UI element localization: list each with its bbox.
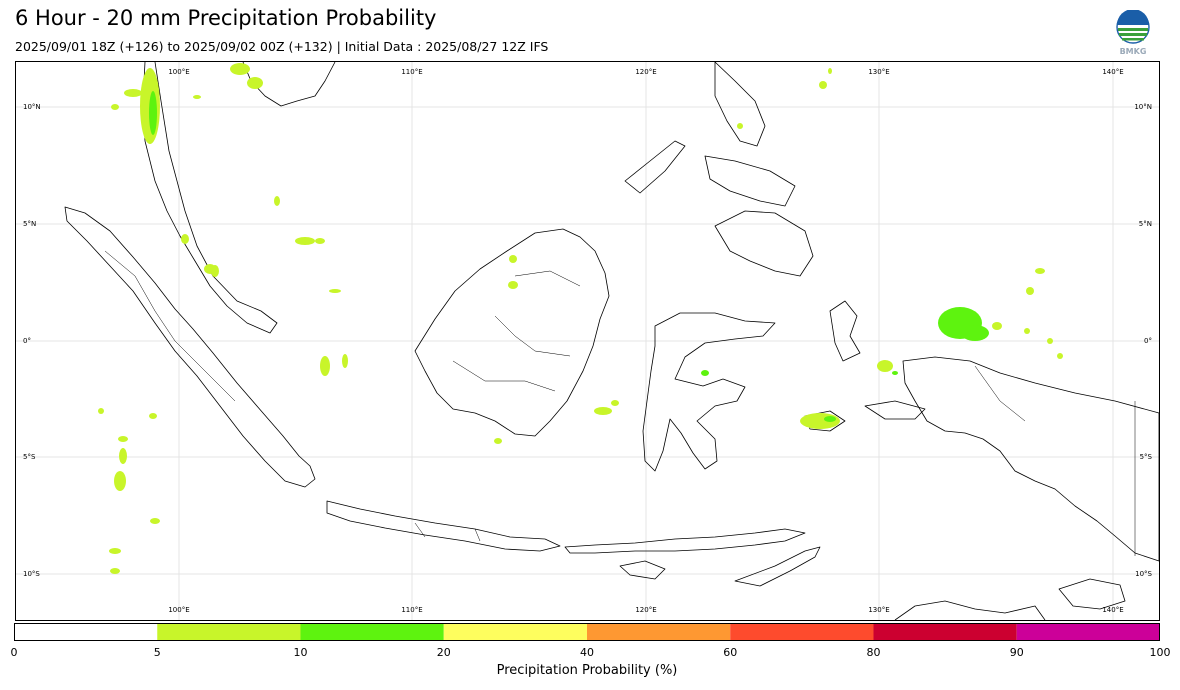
colorbar-tick-label: 40	[580, 646, 594, 659]
colorbar-bin	[587, 623, 731, 641]
lat-label: 5°N	[23, 220, 36, 228]
lon-label: 100°E	[168, 606, 189, 614]
lat-label: 0°	[1144, 337, 1152, 345]
lon-label: 110°E	[401, 68, 422, 76]
colorbar-border	[14, 623, 1160, 641]
colorbar-bin	[157, 623, 301, 641]
coastlines	[64, 61, 1160, 621]
bmkg-logo-icon: BMKG	[1116, 10, 1150, 56]
colorbar-bin	[14, 623, 158, 641]
colorbar-tick-label: 5	[153, 646, 161, 659]
malay-coast	[142, 61, 278, 334]
new-guinea-coast	[902, 356, 1160, 562]
longitude-labels-bottom: 100°E 110°E 120°E 130°E 140°E	[168, 606, 1123, 614]
australia-coast	[894, 600, 1046, 621]
lat-label: 5°S	[1140, 453, 1153, 461]
svg-text:BMKG: BMKG	[1120, 47, 1147, 56]
sulawesi-coast	[642, 312, 776, 472]
latitude-labels-right: 10°N 5°N 0° 5°S 10°S	[1134, 103, 1152, 578]
latitude-labels-left: 10°N 5°N 0° 5°S 10°S	[23, 103, 41, 578]
lat-label: 5°S	[23, 453, 36, 461]
colorbar-tick-label: 80	[866, 646, 881, 659]
lat-label: 10°S	[23, 570, 40, 578]
lon-label: 140°E	[1102, 68, 1123, 76]
palawan-coast	[624, 140, 686, 194]
longitude-labels-top: 100°E 110°E 120°E 130°E 140°E	[168, 68, 1123, 76]
colorbar-tick-label: 10	[293, 646, 308, 659]
colorbar-tick-label: 90	[1009, 646, 1024, 659]
colorbar-tick-label: 20	[436, 646, 451, 659]
java-coast	[326, 500, 561, 552]
province-boundaries	[104, 250, 1136, 556]
timor-coast	[734, 546, 821, 587]
map-title: 6 Hour - 20 mm Precipitation Probability	[15, 6, 437, 30]
lat-label: 5°N	[1139, 220, 1152, 228]
lon-label: 100°E	[168, 68, 189, 76]
nusa-tenggara-coast	[564, 528, 806, 554]
lon-label: 120°E	[635, 606, 656, 614]
lat-label: 10°N	[1134, 103, 1152, 111]
map-gridlines	[16, 62, 1159, 620]
lat-label: 10°S	[1135, 570, 1152, 578]
lon-label: 140°E	[1102, 606, 1123, 614]
visayas-coast	[704, 155, 796, 207]
colorbar-tick-label: 100	[1149, 646, 1171, 659]
colorbar-label: Precipitation Probability (%)	[496, 663, 678, 678]
precip-patches	[98, 63, 1063, 574]
map-subtitle: 2025/09/01 18Z (+126) to 2025/09/02 00Z …	[15, 39, 549, 54]
lon-label: 110°E	[401, 606, 422, 614]
colorbar-bin	[300, 623, 444, 641]
lon-label: 130°E	[868, 606, 889, 614]
borneo-coast	[414, 228, 610, 437]
lon-label: 130°E	[868, 68, 889, 76]
lat-label: 10°N	[23, 103, 41, 111]
lat-label: 0°	[23, 337, 31, 345]
seram-coast	[864, 400, 926, 420]
colorbar-bin	[730, 623, 874, 641]
mindanao-coast	[714, 210, 814, 277]
colorbar-bin	[443, 623, 587, 641]
colorbar-tick-label: 0	[10, 646, 18, 659]
halmahera-coast	[829, 300, 861, 362]
sumatra-coast	[64, 206, 316, 488]
colorbar-tick-label: 60	[723, 646, 738, 659]
precipitation-map: 100°E 110°E 120°E 130°E 140°E 100°E 110°…	[15, 61, 1160, 621]
colorbar-bin	[873, 623, 1017, 641]
png-east-coast	[1058, 578, 1126, 610]
luzon-coast	[714, 61, 766, 147]
colorbar-bin	[1016, 623, 1160, 641]
sumba-coast	[619, 560, 666, 580]
lon-label: 120°E	[635, 68, 656, 76]
colorbar	[14, 623, 1160, 641]
